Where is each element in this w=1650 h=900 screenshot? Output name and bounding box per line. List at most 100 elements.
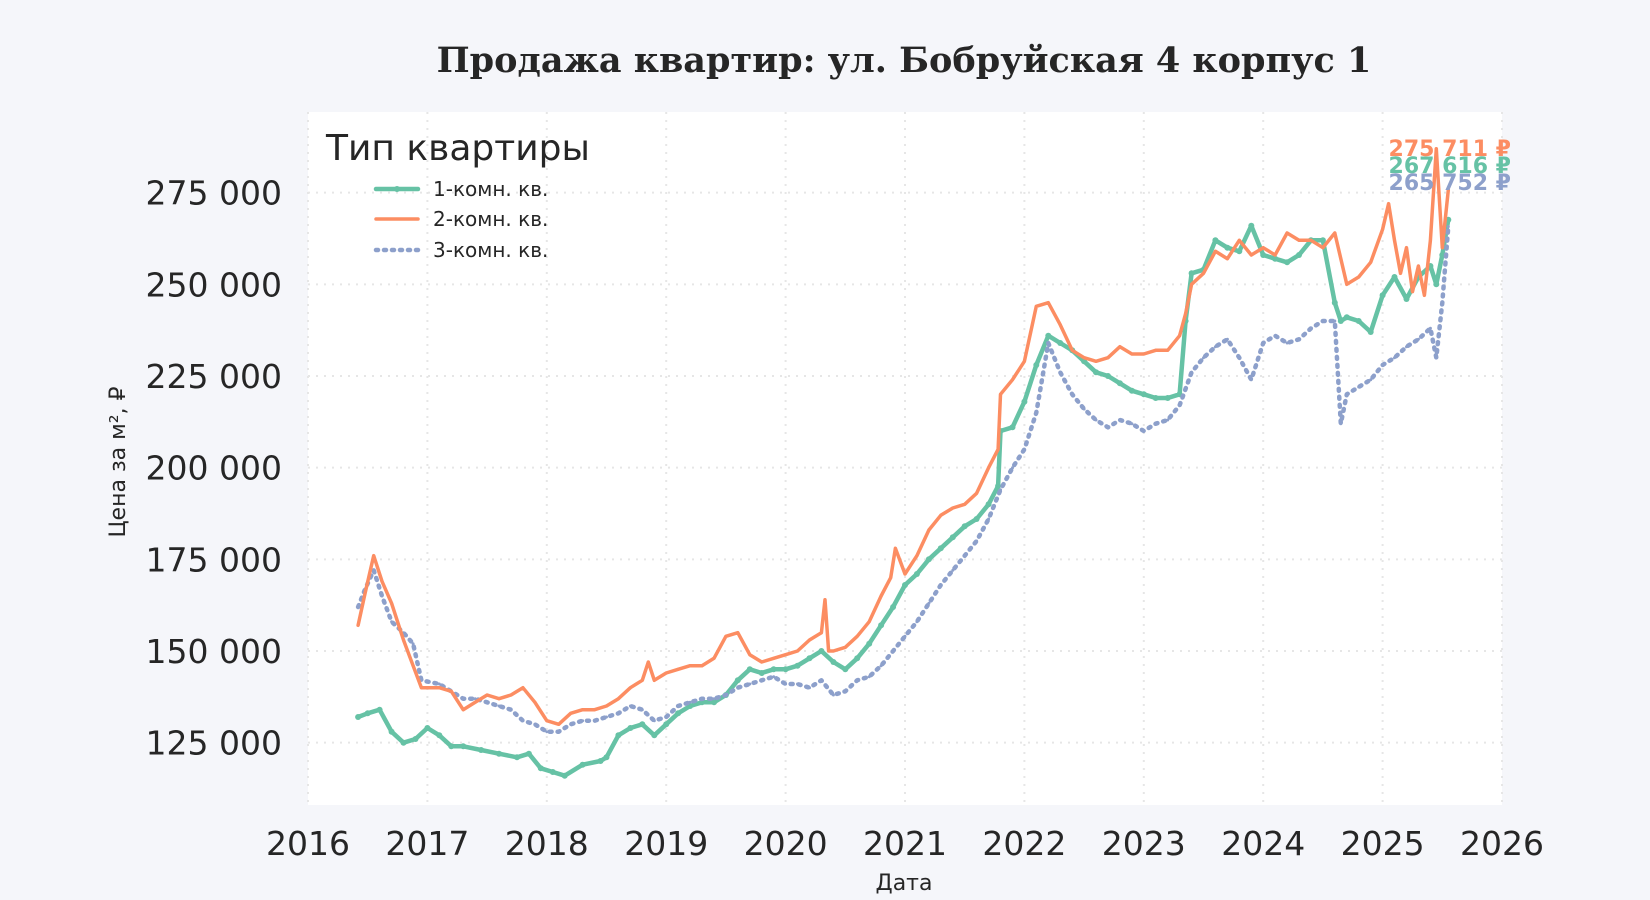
x-tick-label: 2020 bbox=[744, 824, 828, 863]
series-line-3 bbox=[355, 224, 1451, 734]
x-tick-label: 2016 bbox=[266, 824, 350, 863]
data-point bbox=[437, 682, 441, 686]
data-point bbox=[748, 682, 752, 686]
x-tick-label: 2023 bbox=[1102, 824, 1186, 863]
data-point bbox=[819, 631, 823, 635]
data-point bbox=[1106, 425, 1110, 429]
data-point bbox=[1202, 356, 1205, 360]
data-point bbox=[569, 711, 573, 715]
data-point bbox=[411, 664, 415, 668]
y-tick-label: 200 000 bbox=[146, 449, 282, 488]
data-point bbox=[782, 666, 789, 673]
data-point bbox=[806, 655, 813, 662]
data-point bbox=[831, 649, 835, 653]
data-point bbox=[995, 483, 1002, 489]
end-labels: 267 616 ₽275 711 ₽ 265 752 ₽ bbox=[1389, 137, 1511, 196]
data-point bbox=[855, 634, 859, 638]
data-point bbox=[915, 554, 919, 558]
data-point bbox=[925, 556, 932, 563]
data-point bbox=[819, 678, 823, 682]
data-point bbox=[579, 761, 586, 768]
data-point bbox=[356, 605, 360, 609]
end-value-label: 267 616 ₽ bbox=[1389, 154, 1511, 179]
data-point bbox=[616, 697, 620, 701]
data-point bbox=[1118, 345, 1122, 349]
x-tick-label: 2017 bbox=[385, 824, 469, 863]
x-tick-label: 2025 bbox=[1341, 824, 1425, 863]
data-point bbox=[1009, 424, 1016, 431]
data-point bbox=[855, 678, 859, 682]
data-point bbox=[1440, 301, 1444, 305]
data-point bbox=[915, 620, 919, 624]
data-point bbox=[569, 722, 573, 726]
data-point bbox=[1369, 260, 1373, 264]
data-point bbox=[1309, 238, 1313, 242]
data-point bbox=[1142, 429, 1146, 433]
data-point bbox=[890, 604, 897, 610]
data-point bbox=[772, 656, 776, 660]
data-point bbox=[390, 601, 394, 605]
data-point bbox=[1045, 332, 1052, 339]
data-point bbox=[640, 708, 644, 712]
data-point bbox=[473, 697, 477, 701]
data-point bbox=[1190, 370, 1194, 374]
data-point bbox=[903, 572, 907, 576]
data-point bbox=[879, 664, 883, 668]
data-point bbox=[1237, 356, 1241, 360]
data-point bbox=[1343, 314, 1350, 321]
data-point bbox=[700, 697, 704, 701]
data-point bbox=[1034, 304, 1038, 308]
data-point bbox=[461, 697, 465, 701]
data-point bbox=[711, 699, 717, 706]
y-tick-label: 225 000 bbox=[146, 357, 282, 396]
data-point bbox=[808, 686, 811, 690]
data-point bbox=[1273, 253, 1277, 257]
data-point bbox=[724, 693, 728, 697]
x-tick-label: 2026 bbox=[1460, 824, 1544, 863]
data-point bbox=[891, 649, 895, 653]
x-tick-label: 2019 bbox=[624, 824, 708, 863]
data-point bbox=[1249, 378, 1253, 382]
data-point bbox=[1367, 329, 1374, 335]
data-point bbox=[963, 502, 967, 506]
y-axis-ticks: 125 000 150 000 175 000 200 000 225 000 250 0… bbox=[146, 174, 282, 763]
chart-title: Продажа квартир: ул. Бобруйская 4 корпус… bbox=[437, 40, 1372, 81]
data-point bbox=[388, 728, 395, 735]
y-axis-label: Цена за м², ₽ bbox=[106, 386, 131, 537]
data-point bbox=[1130, 422, 1134, 426]
data-point bbox=[400, 739, 407, 746]
data-point bbox=[1034, 411, 1038, 415]
data-point bbox=[1142, 352, 1146, 356]
data-point bbox=[509, 693, 513, 697]
data-point bbox=[843, 645, 847, 649]
x-tick-label: 2024 bbox=[1221, 824, 1305, 863]
y-tick-label: 150 000 bbox=[146, 632, 282, 671]
x-tick-label: 2018 bbox=[505, 824, 589, 863]
end-value-label: 265 752 ₽ bbox=[1389, 171, 1511, 196]
data-point bbox=[734, 677, 741, 684]
data-point bbox=[1106, 356, 1110, 360]
data-point bbox=[364, 710, 371, 717]
data-point bbox=[545, 730, 549, 734]
data-point bbox=[748, 653, 752, 657]
data-point bbox=[1213, 345, 1217, 349]
data-point bbox=[615, 732, 622, 739]
data-point bbox=[1285, 231, 1289, 235]
data-point bbox=[1011, 466, 1014, 470]
data-point bbox=[372, 568, 376, 572]
data-point bbox=[902, 582, 908, 588]
data-point bbox=[1154, 348, 1158, 352]
data-point bbox=[1128, 387, 1135, 394]
data-point bbox=[557, 730, 561, 734]
data-point bbox=[549, 769, 556, 775]
data-point bbox=[1166, 348, 1170, 352]
data-point bbox=[770, 666, 777, 673]
data-point bbox=[1369, 378, 1373, 382]
data-point bbox=[1434, 356, 1438, 360]
data-point bbox=[949, 534, 956, 541]
data-point bbox=[521, 719, 525, 723]
data-point bbox=[712, 697, 716, 701]
data-point bbox=[1236, 248, 1243, 255]
data-point bbox=[1284, 259, 1291, 266]
data-point bbox=[724, 634, 728, 638]
